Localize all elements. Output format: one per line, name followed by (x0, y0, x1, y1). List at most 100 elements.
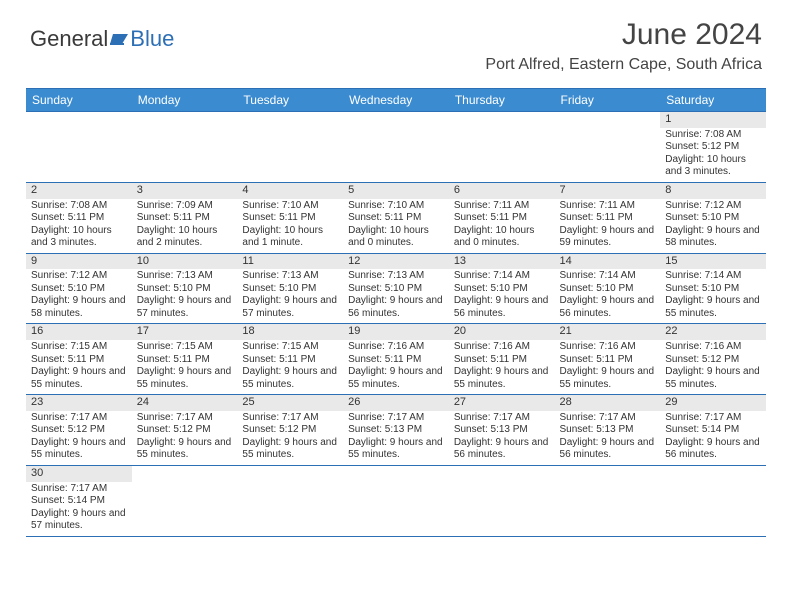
daylight-text: Daylight: 9 hours and 56 minutes. (348, 295, 444, 320)
day-number (237, 466, 343, 482)
sunrise-text: Sunrise: 7:10 AM (348, 200, 444, 213)
sunset-text: Sunset: 5:12 PM (665, 141, 761, 154)
sunset-text: Sunset: 5:13 PM (454, 424, 550, 437)
location-text: Port Alfred, Eastern Cape, South Africa (485, 56, 762, 74)
day-number: 1 (660, 112, 766, 128)
daylight-text: Daylight: 9 hours and 56 minutes. (665, 437, 761, 462)
daylight-text: Daylight: 9 hours and 55 minutes. (31, 366, 127, 391)
flag-icon (110, 26, 130, 52)
calendar-day-cell: 19Sunrise: 7:16 AMSunset: 5:11 PMDayligh… (343, 324, 449, 395)
daylight-text: Daylight: 9 hours and 59 minutes. (560, 225, 656, 250)
sunset-text: Sunset: 5:11 PM (348, 212, 444, 225)
calendar-day-cell (26, 112, 132, 183)
calendar-day-cell: 8Sunrise: 7:12 AMSunset: 5:10 PMDaylight… (660, 182, 766, 253)
calendar-day-cell: 5Sunrise: 7:10 AMSunset: 5:11 PMDaylight… (343, 182, 449, 253)
daylight-text: Daylight: 9 hours and 56 minutes. (454, 295, 550, 320)
sunset-text: Sunset: 5:13 PM (560, 424, 656, 437)
day-number: 4 (237, 183, 343, 199)
sunrise-text: Sunrise: 7:12 AM (665, 200, 761, 213)
daylight-text: Daylight: 9 hours and 55 minutes. (137, 437, 233, 462)
sunset-text: Sunset: 5:12 PM (665, 354, 761, 367)
sunrise-text: Sunrise: 7:15 AM (31, 341, 127, 354)
day-header: Saturday (660, 89, 766, 112)
daylight-text: Daylight: 10 hours and 3 minutes. (31, 225, 127, 250)
sunrise-text: Sunrise: 7:16 AM (454, 341, 550, 354)
sunset-text: Sunset: 5:13 PM (348, 424, 444, 437)
sunset-text: Sunset: 5:11 PM (560, 212, 656, 225)
calendar-day-cell (132, 112, 238, 183)
daylight-text: Daylight: 9 hours and 56 minutes. (560, 295, 656, 320)
calendar-day-cell: 11Sunrise: 7:13 AMSunset: 5:10 PMDayligh… (237, 253, 343, 324)
day-number: 10 (132, 254, 238, 270)
sunrise-text: Sunrise: 7:17 AM (31, 483, 127, 496)
sunrise-text: Sunrise: 7:14 AM (665, 270, 761, 283)
day-number (449, 112, 555, 128)
day-number: 23 (26, 395, 132, 411)
calendar-day-cell: 23Sunrise: 7:17 AMSunset: 5:12 PMDayligh… (26, 395, 132, 466)
sunset-text: Sunset: 5:11 PM (454, 354, 550, 367)
sunrise-text: Sunrise: 7:16 AM (560, 341, 656, 354)
calendar-day-cell (343, 112, 449, 183)
sunset-text: Sunset: 5:11 PM (31, 354, 127, 367)
sunset-text: Sunset: 5:11 PM (454, 212, 550, 225)
sunset-text: Sunset: 5:11 PM (242, 354, 338, 367)
calendar-day-cell: 12Sunrise: 7:13 AMSunset: 5:10 PMDayligh… (343, 253, 449, 324)
calendar-day-cell: 2Sunrise: 7:08 AMSunset: 5:11 PMDaylight… (26, 182, 132, 253)
sunset-text: Sunset: 5:11 PM (31, 212, 127, 225)
calendar-week-row: 9Sunrise: 7:12 AMSunset: 5:10 PMDaylight… (26, 253, 766, 324)
sunrise-text: Sunrise: 7:13 AM (242, 270, 338, 283)
sunrise-text: Sunrise: 7:14 AM (560, 270, 656, 283)
sunset-text: Sunset: 5:11 PM (560, 354, 656, 367)
logo-text-a: General (30, 26, 108, 52)
page-header: General Blue June 2024 Port Alfred, East… (0, 0, 792, 78)
day-number: 19 (343, 324, 449, 340)
sunrise-text: Sunrise: 7:10 AM (242, 200, 338, 213)
sunset-text: Sunset: 5:14 PM (31, 495, 127, 508)
day-number: 21 (555, 324, 661, 340)
sunrise-text: Sunrise: 7:08 AM (665, 129, 761, 142)
day-header-row: Sunday Monday Tuesday Wednesday Thursday… (26, 89, 766, 112)
day-number: 6 (449, 183, 555, 199)
calendar-day-cell (343, 465, 449, 536)
sunset-text: Sunset: 5:10 PM (137, 283, 233, 296)
daylight-text: Daylight: 10 hours and 0 minutes. (348, 225, 444, 250)
daylight-text: Daylight: 9 hours and 56 minutes. (560, 437, 656, 462)
day-number (343, 466, 449, 482)
calendar-table: Sunday Monday Tuesday Wednesday Thursday… (26, 88, 766, 537)
sunrise-text: Sunrise: 7:15 AM (242, 341, 338, 354)
day-number (555, 466, 661, 482)
day-number (555, 112, 661, 128)
day-number: 7 (555, 183, 661, 199)
sunrise-text: Sunrise: 7:11 AM (454, 200, 550, 213)
sunrise-text: Sunrise: 7:09 AM (137, 200, 233, 213)
sunrise-text: Sunrise: 7:12 AM (31, 270, 127, 283)
day-header: Friday (555, 89, 661, 112)
daylight-text: Daylight: 9 hours and 55 minutes. (31, 437, 127, 462)
day-header: Sunday (26, 89, 132, 112)
title-block: June 2024 Port Alfred, Eastern Cape, Sou… (485, 18, 762, 74)
daylight-text: Daylight: 9 hours and 57 minutes. (31, 508, 127, 533)
day-number: 29 (660, 395, 766, 411)
daylight-text: Daylight: 9 hours and 55 minutes. (454, 366, 550, 391)
calendar-day-cell: 27Sunrise: 7:17 AMSunset: 5:13 PMDayligh… (449, 395, 555, 466)
calendar-day-cell: 28Sunrise: 7:17 AMSunset: 5:13 PMDayligh… (555, 395, 661, 466)
calendar-day-cell: 15Sunrise: 7:14 AMSunset: 5:10 PMDayligh… (660, 253, 766, 324)
calendar-day-cell: 25Sunrise: 7:17 AMSunset: 5:12 PMDayligh… (237, 395, 343, 466)
daylight-text: Daylight: 9 hours and 55 minutes. (560, 366, 656, 391)
daylight-text: Daylight: 9 hours and 58 minutes. (665, 225, 761, 250)
daylight-text: Daylight: 9 hours and 55 minutes. (242, 366, 338, 391)
calendar-day-cell: 22Sunrise: 7:16 AMSunset: 5:12 PMDayligh… (660, 324, 766, 395)
day-number: 26 (343, 395, 449, 411)
calendar-day-cell (555, 112, 661, 183)
calendar-week-row: 16Sunrise: 7:15 AMSunset: 5:11 PMDayligh… (26, 324, 766, 395)
sunset-text: Sunset: 5:10 PM (560, 283, 656, 296)
daylight-text: Daylight: 10 hours and 0 minutes. (454, 225, 550, 250)
day-number (343, 112, 449, 128)
calendar-day-cell: 6Sunrise: 7:11 AMSunset: 5:11 PMDaylight… (449, 182, 555, 253)
sunset-text: Sunset: 5:10 PM (665, 212, 761, 225)
day-number: 22 (660, 324, 766, 340)
day-number: 11 (237, 254, 343, 270)
day-number: 25 (237, 395, 343, 411)
day-number: 8 (660, 183, 766, 199)
sunset-text: Sunset: 5:12 PM (137, 424, 233, 437)
